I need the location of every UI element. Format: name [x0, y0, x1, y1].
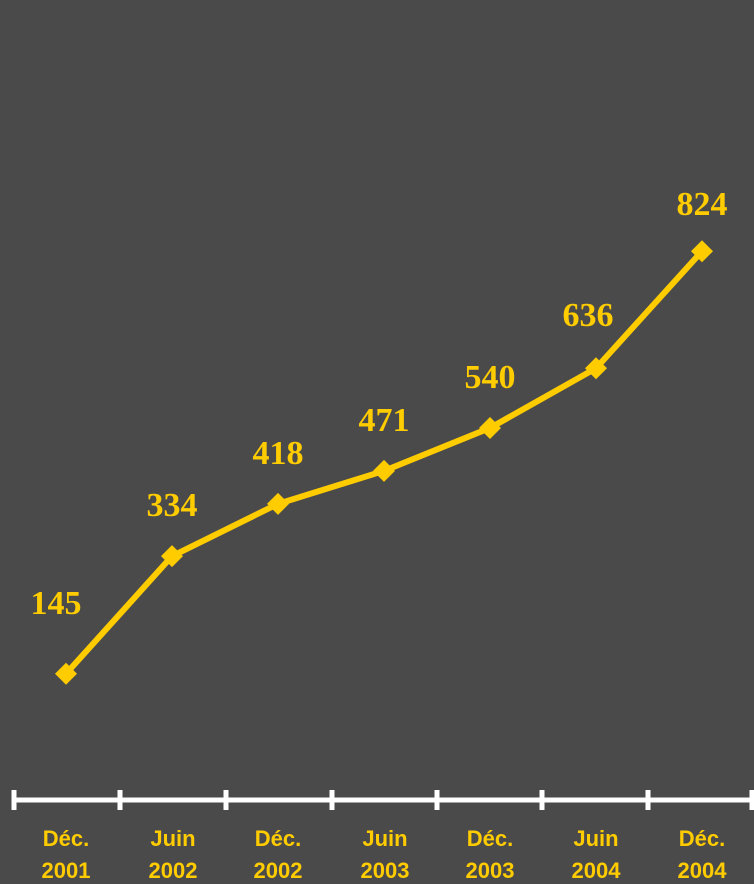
data-label: 145 — [31, 585, 82, 622]
data-label: 540 — [465, 359, 516, 396]
x-axis — [11, 790, 754, 810]
data-label: 636 — [563, 297, 614, 334]
data-labels: 145 334 418 471 540 636 824 — [31, 186, 728, 622]
data-point-marker — [479, 416, 501, 439]
data-point-marker — [267, 492, 289, 515]
data-label: 334 — [147, 487, 198, 524]
x-tick-label-month: Déc. — [467, 826, 513, 851]
data-label: 824 — [677, 186, 728, 223]
x-tick-label-month: Déc. — [679, 826, 725, 851]
x-tick-label-month: Juin — [150, 826, 195, 851]
data-point-marker — [585, 357, 607, 380]
x-tick-label-month: Déc. — [43, 826, 89, 851]
data-label: 418 — [253, 435, 304, 472]
x-tick-label-month: Juin — [573, 826, 618, 851]
x-tick-label-year: 2002 — [149, 858, 198, 883]
x-tick-label-year: 2001 — [42, 858, 91, 883]
x-tick-label-year: 2002 — [254, 858, 303, 883]
data-markers — [55, 240, 713, 685]
data-label: 471 — [359, 402, 410, 439]
x-tick-label-year: 2003 — [466, 858, 515, 883]
x-tick-labels: Déc. 2001 Juin 2002 Déc. 2002 Juin 2003 Déc. 2003… — [42, 826, 728, 883]
data-point-marker — [161, 545, 183, 568]
data-point-marker — [55, 662, 77, 685]
x-tick-label-month: Déc. — [255, 826, 301, 851]
x-tick-label-month: Juin — [362, 826, 407, 851]
data-point-marker — [691, 240, 713, 263]
x-tick-label-year: 2004 — [678, 858, 728, 883]
x-tick-label-year: 2004 — [572, 858, 622, 883]
x-tick-label-year: 2003 — [361, 858, 410, 883]
data-point-marker — [373, 459, 395, 482]
